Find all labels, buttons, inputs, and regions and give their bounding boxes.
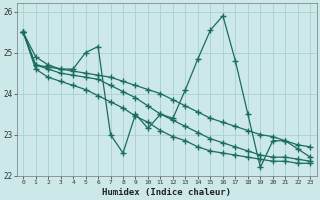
X-axis label: Humidex (Indice chaleur): Humidex (Indice chaleur)	[102, 188, 231, 197]
